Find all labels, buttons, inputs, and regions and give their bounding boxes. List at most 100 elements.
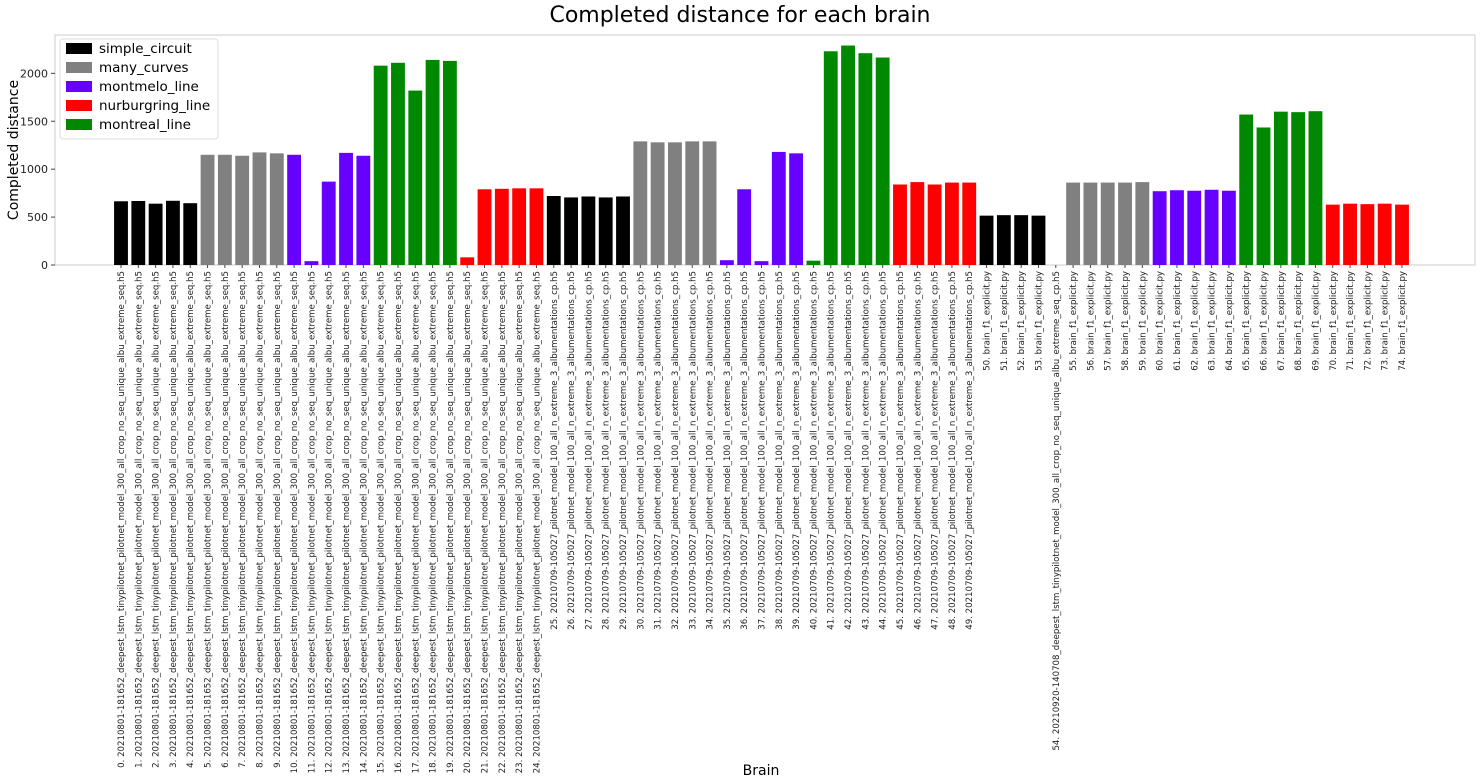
x-tick-label: 61. brain_f1_explicit.py bbox=[1173, 271, 1183, 371]
bar bbox=[771, 151, 786, 265]
bar bbox=[702, 141, 717, 265]
bar bbox=[754, 261, 769, 265]
bar bbox=[1308, 111, 1323, 265]
x-tick-label: 42. 20210709-105027_pilotnet_model_100_a… bbox=[844, 271, 854, 630]
bar bbox=[719, 260, 734, 265]
x-tick-label: 17. 20210801-181652_deepest_lstm_tinypil… bbox=[411, 271, 421, 773]
x-tick-label: 69. brain_f1_explicit.py bbox=[1311, 271, 1321, 371]
bar bbox=[910, 182, 925, 265]
x-tick-label: 71. brain_f1_explicit.py bbox=[1346, 271, 1356, 371]
bar bbox=[391, 62, 405, 265]
x-tick-label: 7. 20210801-181652_deepest_lstm_tinypilo… bbox=[238, 271, 248, 768]
bar bbox=[460, 257, 475, 265]
x-tick-label: 56. brain_f1_explicit.py bbox=[1086, 271, 1096, 371]
bar bbox=[477, 189, 492, 265]
y-axis: 0 500 1000 1500 2000 bbox=[20, 67, 55, 272]
bar bbox=[252, 152, 267, 265]
bar bbox=[858, 53, 873, 266]
x-tick-label: 72. brain_f1_explicit.py bbox=[1363, 271, 1373, 371]
bar bbox=[1187, 190, 1202, 265]
x-tick-label: 30. 20210709-105027_pilotnet_model_100_a… bbox=[636, 271, 646, 630]
x-tick-label: 33. 20210709-105027_pilotnet_model_100_a… bbox=[688, 271, 698, 630]
bar bbox=[979, 215, 994, 265]
legend-label: many_curves bbox=[99, 60, 189, 76]
x-tick-label: 48. 20210709-105027_pilotnet_model_100_a… bbox=[948, 271, 958, 630]
bar bbox=[304, 261, 319, 265]
x-tick-label: 34. 20210709-105027_pilotnet_model_100_a… bbox=[706, 271, 716, 630]
bar bbox=[1239, 114, 1254, 266]
bar bbox=[893, 184, 907, 265]
bar bbox=[564, 197, 579, 265]
legend-box bbox=[59, 38, 219, 140]
x-tick-label: 37. 20210709-105027_pilotnet_model_100_a… bbox=[758, 271, 768, 630]
x-tick-label: 73. brain_f1_explicit.py bbox=[1381, 271, 1391, 371]
legend-label: montmelo_line bbox=[99, 79, 199, 95]
bar bbox=[546, 196, 561, 265]
bar bbox=[1395, 204, 1409, 265]
x-tick-label: 35. 20210709-105027_pilotnet_model_100_a… bbox=[723, 271, 733, 630]
x-tick-label: 2. 20210801-181652_deepest_lstm_tinypilo… bbox=[152, 271, 162, 768]
x-tick-label: 8. 20210801-181652_deepest_lstm_tinypilo… bbox=[255, 271, 265, 768]
x-tick-label: 49. 20210709-105027_pilotnet_model_100_a… bbox=[965, 271, 975, 630]
bar bbox=[650, 142, 665, 265]
bar bbox=[131, 200, 146, 265]
bar bbox=[373, 65, 388, 266]
x-tick-label: 32. 20210709-105027_pilotnet_model_100_a… bbox=[671, 271, 681, 630]
bar bbox=[1083, 182, 1098, 265]
x-tick-label: 59. brain_f1_explicit.py bbox=[1138, 271, 1148, 371]
bar bbox=[1118, 182, 1132, 265]
bar bbox=[1273, 111, 1288, 266]
bar bbox=[1100, 182, 1115, 265]
x-tick-label: 14. 20210801-181652_deepest_lstm_tinypil… bbox=[359, 271, 369, 773]
x-axis-label: Brain bbox=[743, 763, 780, 779]
x-tick-label: 63. brain_f1_explicit.py bbox=[1208, 271, 1218, 371]
x-tick-label: 58. brain_f1_explicit.py bbox=[1121, 271, 1131, 371]
x-tick-label: 10. 20210801-181652_deepest_lstm_tinypil… bbox=[290, 271, 300, 773]
bar bbox=[1256, 127, 1271, 266]
x-tick-label: 60. brain_f1_explicit.py bbox=[1156, 271, 1166, 371]
bar bbox=[425, 59, 440, 265]
y-tick-label: 0 bbox=[41, 259, 48, 272]
x-tick-label: 23. 20210801-181652_deepest_lstm_tinypil… bbox=[515, 271, 525, 773]
bar bbox=[875, 57, 890, 266]
y-tick-label: 1500 bbox=[20, 115, 48, 128]
x-tick-label: 38. 20210709-105027_pilotnet_model_100_a… bbox=[775, 271, 785, 630]
bar bbox=[512, 188, 527, 265]
x-tick-label: 24. 20210801-181652_deepest_lstm_tinypil… bbox=[532, 271, 542, 773]
bar bbox=[1135, 182, 1150, 265]
bar bbox=[442, 60, 457, 265]
legend-swatch bbox=[66, 100, 92, 111]
bar bbox=[166, 200, 180, 265]
bar bbox=[1170, 190, 1184, 265]
x-tick-label: 66. brain_f1_explicit.py bbox=[1260, 271, 1270, 371]
bar bbox=[633, 141, 648, 265]
bar bbox=[823, 51, 838, 265]
bar bbox=[737, 189, 752, 265]
x-tick-label: 70. brain_f1_explicit.py bbox=[1329, 271, 1339, 371]
x-tick-label: 54. 20210920-140708_deepest_lstm_tinypil… bbox=[1052, 271, 1062, 751]
bar bbox=[1014, 215, 1029, 265]
x-tick-label: 50. brain_f1_explicit.py bbox=[983, 271, 993, 371]
bar bbox=[1031, 215, 1046, 265]
bar bbox=[1066, 182, 1081, 265]
bar bbox=[114, 201, 128, 265]
x-axis-tick-labels: 0. 20210801-181652_deepest_lstm_tinypilo… bbox=[117, 265, 1408, 773]
x-tick-label: 68. brain_f1_explicit.py bbox=[1294, 271, 1304, 371]
x-tick-label: 15. 20210801-181652_deepest_lstm_tinypil… bbox=[377, 271, 387, 773]
x-tick-label: 57. brain_f1_explicit.py bbox=[1104, 271, 1114, 371]
x-tick-label: 51. brain_f1_explicit.py bbox=[1000, 271, 1010, 371]
bar bbox=[235, 155, 250, 265]
bar bbox=[356, 155, 371, 265]
bar bbox=[1291, 112, 1306, 265]
legend-label: nurburgring_line bbox=[99, 98, 210, 114]
y-axis-label: Completed distance bbox=[6, 80, 22, 220]
bar bbox=[1343, 203, 1357, 265]
x-tick-label: 25. 20210709-105027_pilotnet_model_100_a… bbox=[550, 271, 560, 630]
bar bbox=[841, 45, 855, 265]
x-tick-label: 46. 20210709-105027_pilotnet_model_100_a… bbox=[913, 271, 923, 630]
bar bbox=[685, 141, 700, 265]
x-tick-label: 43. 20210709-105027_pilotnet_model_100_a… bbox=[861, 271, 871, 630]
bar bbox=[1221, 190, 1236, 265]
x-tick-label: 26. 20210709-105027_pilotnet_model_100_a… bbox=[567, 271, 577, 630]
bar bbox=[200, 154, 215, 265]
